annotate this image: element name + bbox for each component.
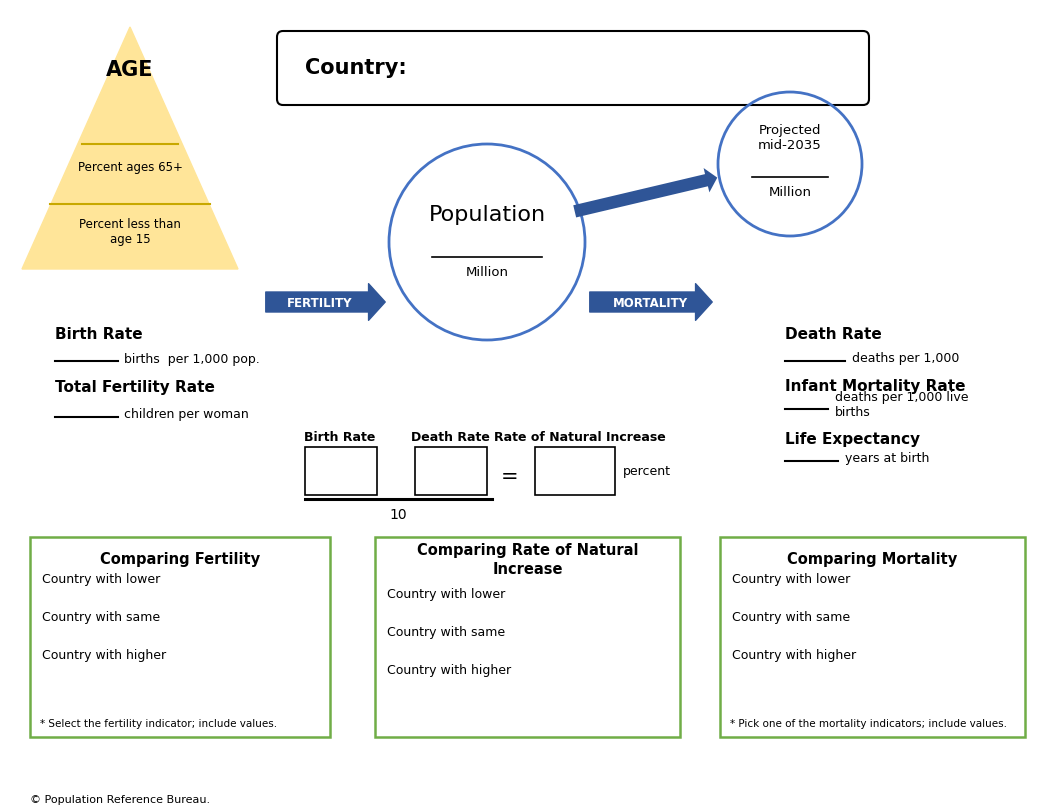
FancyBboxPatch shape xyxy=(535,448,615,496)
Text: Population: Population xyxy=(428,204,546,225)
Text: Country with lower: Country with lower xyxy=(387,588,505,601)
Polygon shape xyxy=(22,28,238,270)
Text: Country with lower: Country with lower xyxy=(732,573,850,586)
Text: Death Rate: Death Rate xyxy=(410,431,489,444)
FancyBboxPatch shape xyxy=(375,538,680,737)
Text: =: = xyxy=(501,466,519,487)
Text: Death Rate: Death Rate xyxy=(785,327,882,342)
Text: Infant Mortality Rate: Infant Mortality Rate xyxy=(785,379,966,394)
Text: births  per 1,000 pop.: births per 1,000 pop. xyxy=(124,353,260,366)
Text: Country with lower: Country with lower xyxy=(42,573,160,586)
FancyBboxPatch shape xyxy=(31,538,330,737)
Text: MORTALITY: MORTALITY xyxy=(612,297,688,310)
Text: deaths per 1,000 live
births: deaths per 1,000 live births xyxy=(835,391,969,418)
Text: Comparing Fertility: Comparing Fertility xyxy=(100,551,260,567)
Text: Country:: Country: xyxy=(305,58,407,78)
Text: Life Expectancy: Life Expectancy xyxy=(785,432,920,447)
Text: Percent less than
age 15: Percent less than age 15 xyxy=(79,217,181,246)
Text: Country with same: Country with same xyxy=(387,626,505,639)
FancyBboxPatch shape xyxy=(305,448,377,496)
Text: FERTILITY: FERTILITY xyxy=(287,297,352,310)
Text: Birth Rate: Birth Rate xyxy=(304,431,376,444)
Text: © Population Reference Bureau.: © Population Reference Bureau. xyxy=(31,794,210,804)
Text: Total Fertility Rate: Total Fertility Rate xyxy=(55,380,215,395)
Text: Rate of Natural Increase: Rate of Natural Increase xyxy=(494,431,666,444)
Text: Country with same: Country with same xyxy=(42,611,160,624)
Text: 10: 10 xyxy=(389,508,407,521)
Text: Million: Million xyxy=(769,185,811,198)
FancyBboxPatch shape xyxy=(414,448,487,496)
Text: Comparing Mortality: Comparing Mortality xyxy=(787,551,957,567)
FancyArrowPatch shape xyxy=(266,285,385,321)
Text: Country with higher: Country with higher xyxy=(732,649,856,662)
Text: percent: percent xyxy=(623,465,671,478)
Text: * Select the fertility indicator; include values.: * Select the fertility indicator; includ… xyxy=(40,718,277,728)
FancyBboxPatch shape xyxy=(277,32,869,106)
Text: Birth Rate: Birth Rate xyxy=(55,327,143,342)
Text: AGE: AGE xyxy=(106,60,154,80)
Text: years at birth: years at birth xyxy=(845,452,929,465)
Text: children per woman: children per woman xyxy=(124,408,248,421)
Text: Million: Million xyxy=(465,266,508,279)
Text: Country with higher: Country with higher xyxy=(387,663,511,676)
Text: * Pick one of the mortality indicators; include values.: * Pick one of the mortality indicators; … xyxy=(730,718,1007,728)
Text: Comparing Rate of Natural
Increase: Comparing Rate of Natural Increase xyxy=(417,543,639,576)
Text: Projected
mid-2035: Projected mid-2035 xyxy=(758,124,822,152)
FancyArrowPatch shape xyxy=(590,285,712,321)
Text: Country with same: Country with same xyxy=(732,611,850,624)
Text: Country with higher: Country with higher xyxy=(42,649,166,662)
FancyBboxPatch shape xyxy=(720,538,1025,737)
Text: Percent ages 65+: Percent ages 65+ xyxy=(78,161,182,174)
Text: deaths per 1,000: deaths per 1,000 xyxy=(852,352,959,365)
